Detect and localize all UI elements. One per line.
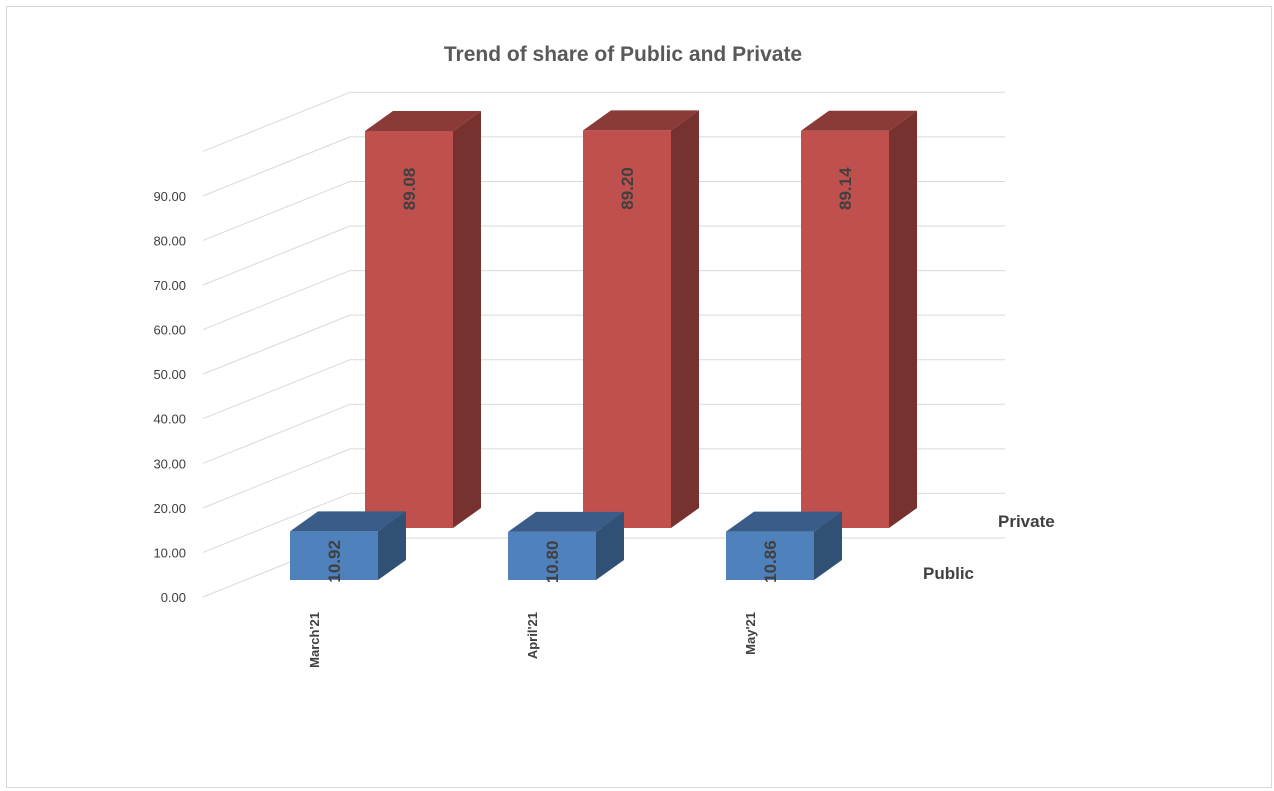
category-label: March'21 — [307, 612, 322, 668]
bar-private — [801, 130, 889, 529]
chart-frame — [6, 6, 1272, 788]
data-label-public: 10.92 — [325, 540, 344, 583]
bar-private — [365, 130, 453, 528]
y-tick-label: 50.00 — [153, 367, 186, 382]
bars-layer — [290, 110, 917, 580]
y-tick-label: 10.00 — [153, 545, 186, 560]
side-gridline — [202, 91, 351, 152]
data-label-private: 89.20 — [618, 167, 637, 210]
y-tick-label: 60.00 — [153, 323, 186, 338]
data-label-public: 10.80 — [543, 541, 562, 584]
y-tick-label: 90.00 — [153, 189, 186, 204]
bar-top-private — [801, 110, 917, 131]
y-tick-label: 40.00 — [153, 412, 186, 427]
series-label-private: Private — [998, 512, 1055, 531]
category-label: May'21 — [743, 612, 758, 655]
data-label-private: 89.14 — [836, 167, 855, 210]
bar-public — [290, 531, 378, 580]
chart-title: Trend of share of Public and Private — [444, 43, 802, 66]
bar-public — [726, 531, 814, 580]
bar-side-private — [671, 110, 699, 528]
labels-layer: 0.00 10.00 20.00 30.00 40.00 50.00 60.00 70.00 8… — [153, 167, 1054, 668]
y-tick-label: 70.00 — [153, 278, 186, 293]
bar-top-public — [290, 511, 406, 532]
y-tick-label: 20.00 — [153, 501, 186, 516]
series-label-public: Public — [923, 564, 974, 583]
side-gridline — [202, 403, 351, 464]
data-label-private: 89.08 — [400, 168, 419, 211]
side-gridline — [202, 359, 351, 420]
side-gridline — [202, 225, 351, 286]
side-gridline — [202, 270, 351, 331]
bar-top-public — [508, 511, 624, 532]
bar-side-private — [889, 110, 917, 529]
bar-top-private — [365, 110, 481, 131]
category-label: April'21 — [525, 612, 540, 659]
y-tick-label: 80.00 — [153, 233, 186, 248]
bar-top-public — [726, 511, 842, 532]
side-gridline — [202, 314, 351, 375]
bar-public — [508, 531, 596, 580]
bar-private — [583, 130, 671, 528]
y-tick-label: 0.00 — [161, 590, 186, 605]
bar-top-private — [583, 110, 699, 131]
data-label-public: 10.86 — [761, 540, 780, 583]
bar-side-private — [453, 110, 481, 528]
side-gridline — [202, 448, 351, 509]
bar-side-public — [814, 511, 842, 580]
side-gridline — [202, 180, 351, 241]
side-gridline — [202, 492, 351, 553]
y-tick-label: 30.00 — [153, 456, 186, 471]
bar-side-public — [378, 511, 406, 580]
bar-side-public — [596, 511, 624, 580]
side-gridline — [202, 136, 351, 197]
